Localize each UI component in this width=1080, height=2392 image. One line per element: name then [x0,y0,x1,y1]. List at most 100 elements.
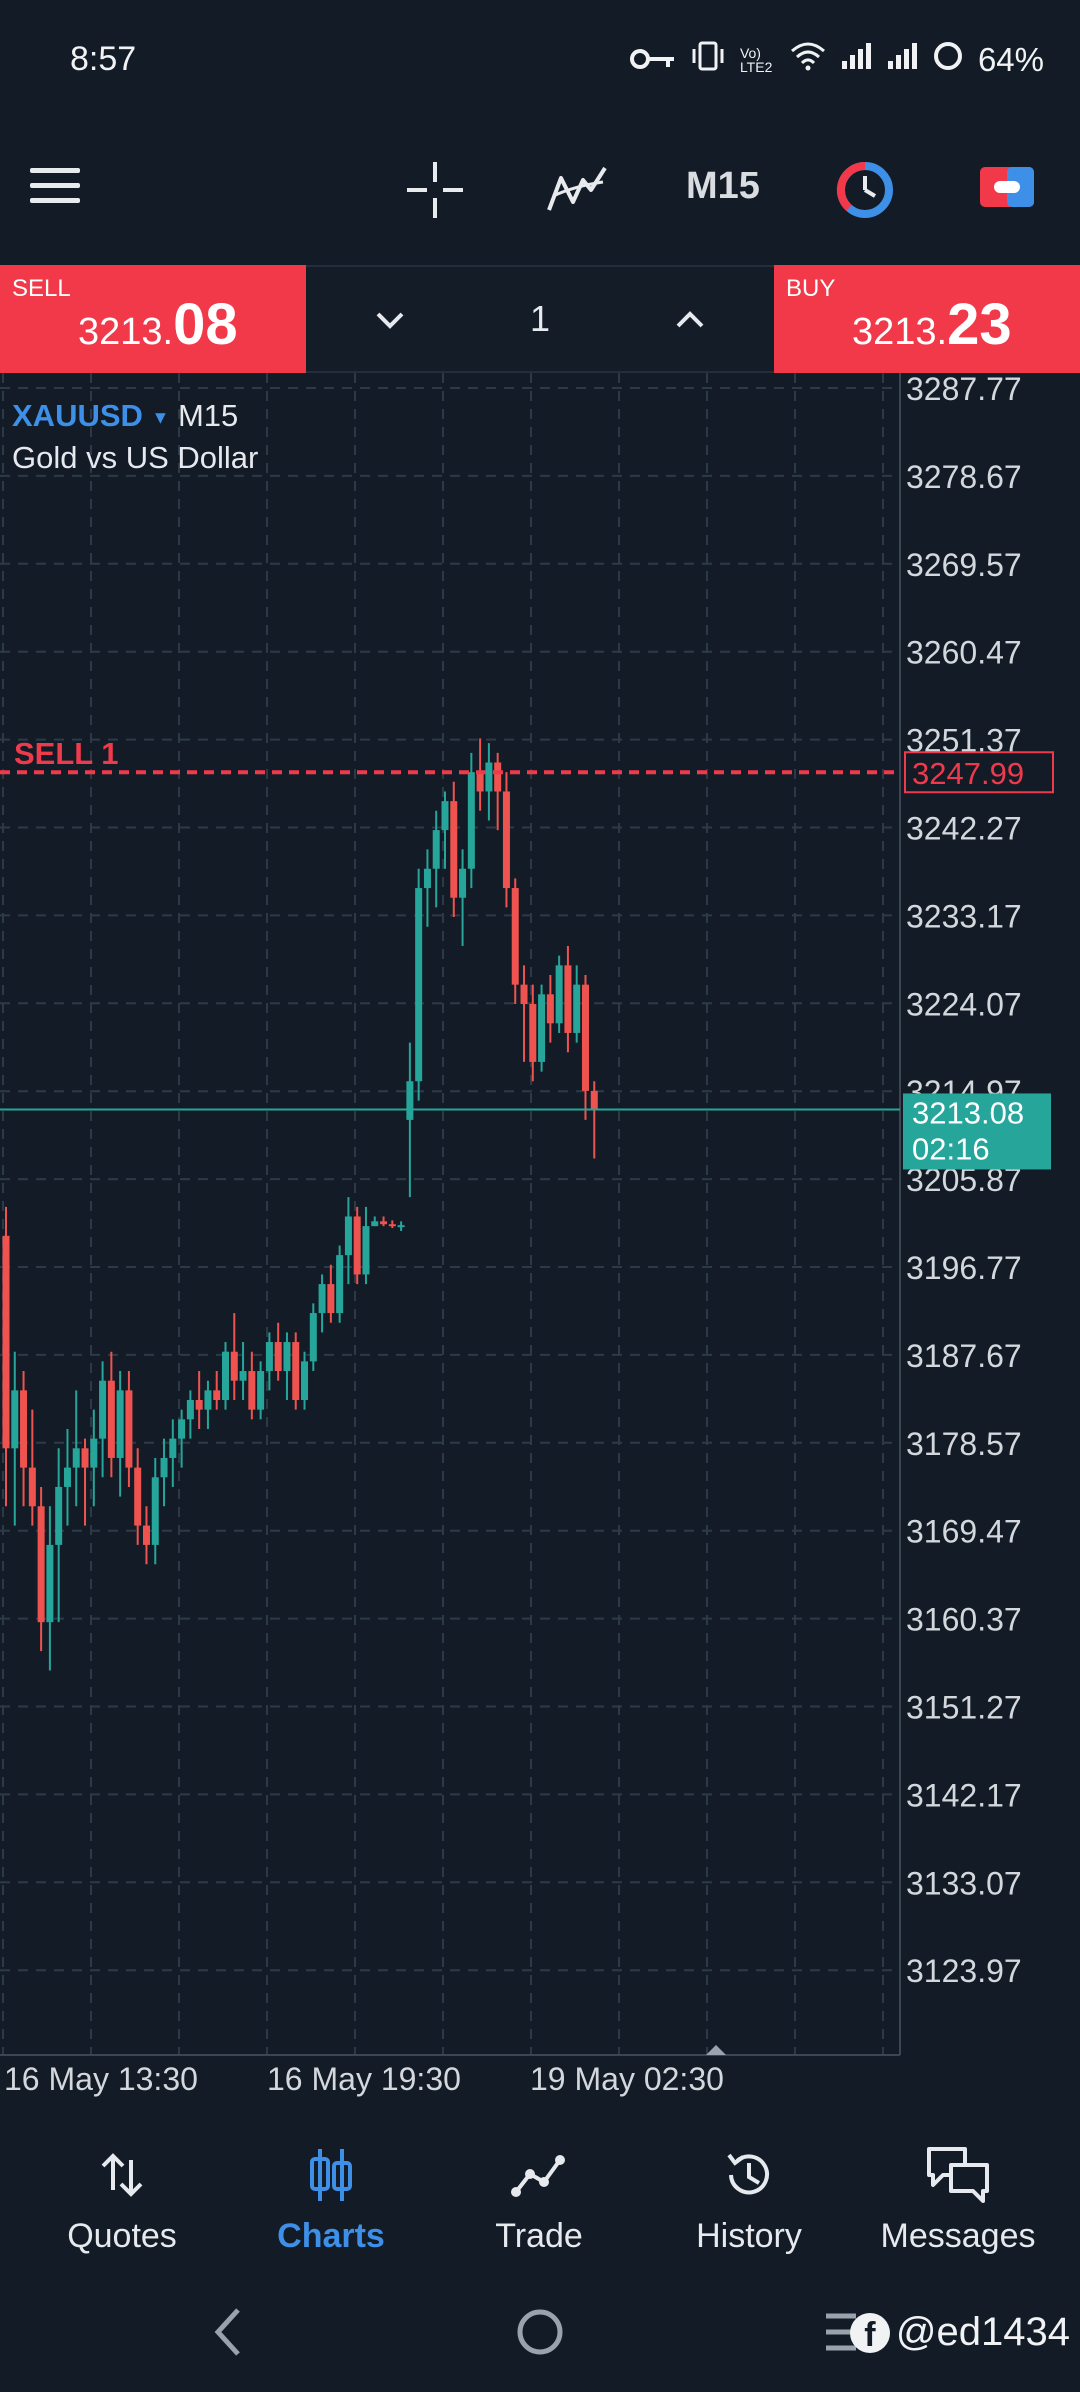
candle-body [511,888,519,985]
symbol-label[interactable]: XAUUSD ▼ M15 [12,398,238,434]
price-chart[interactable]: 3287.77 3278.67 3269.57 3260.47 3251.37 3242.… [0,373,1080,2100]
buy-button[interactable]: BUY 3213.23 [774,265,1080,373]
order-price-box [904,751,1054,794]
candle-body [204,1390,212,1410]
time-tick-label: 16 May 13:30 [4,2061,198,2097]
candle-body [581,984,589,1091]
candle-body [415,888,423,1082]
candle-body [494,762,502,792]
sell-order-line-label: SELL 1 [14,736,119,771]
price-tick-label: 3196.77 [906,1250,1022,1286]
buy-price: 3213.23 [852,292,1012,357]
price-tick-label: 3260.47 [906,635,1022,671]
candle-body [186,1400,194,1420]
candle-body [459,868,467,898]
symbol-name[interactable]: XAUUSD [12,398,143,433]
symbol-timeframe: M15 [177,398,239,433]
home-icon [517,2309,563,2355]
symbol-dropdown-icon[interactable]: ▼ [151,407,170,428]
candle-body [292,1342,300,1401]
history-icon [649,2145,849,2205]
candle-body [371,1221,379,1227]
price-tick-label: 3233.17 [906,898,1022,934]
wifi-icon [790,41,826,79]
candle-body [46,1544,54,1623]
candle-body [476,772,484,792]
candle-body [195,1400,203,1410]
nav-quotes[interactable]: Quotes [22,2145,222,2256]
candle-body [2,1235,10,1449]
nav-charts-label: Charts [277,2217,385,2255]
nav-history-label: History [696,2217,802,2255]
price-tick-label: 3151.27 [906,1690,1022,1726]
nav-messages[interactable]: Messages [858,2145,1058,2256]
order-price-label: 3247.99 [912,756,1024,791]
crosshair-icon[interactable] [405,160,465,220]
timeframe-button[interactable]: M15 [686,165,760,207]
chart-canvas[interactable]: 3287.773278.673269.573260.473251.373242.… [0,373,1080,2100]
price-tick-label: 3133.07 [906,1865,1022,1901]
trend-icon [439,2145,639,2205]
candle-body [555,965,563,1024]
candle-body [283,1342,291,1372]
candle-body [485,762,493,792]
key-icon [628,41,676,79]
candle-body [116,1390,124,1458]
chart-toolbar [0,130,1080,265]
candle-body [134,1467,142,1526]
candle-body [520,984,528,1004]
candle-body [441,801,449,831]
volume-decrease-chevron-down-icon[interactable] [370,300,410,340]
signal-icon [840,41,872,79]
candle-body [99,1380,107,1439]
candle-body [327,1284,335,1314]
candle-body [388,1224,396,1227]
vibrate-icon [690,41,726,79]
nav-trade[interactable]: Trade [439,2145,639,2256]
back-icon [214,2308,240,2356]
price-tick-label: 3169.47 [906,1514,1022,1550]
price-tick-label: 3242.27 [906,811,1022,847]
facebook-logo-icon: f [849,2312,890,2354]
time-tick-label: 19 May 02:30 [530,2061,724,2097]
symbol-description: Gold vs US Dollar [12,440,259,475]
candle-body [213,1390,221,1401]
candle-body [160,1457,168,1478]
nav-messages-label: Messages [880,2217,1036,2255]
volume-increase-chevron-up-icon[interactable] [670,300,710,340]
candle-body [344,1216,352,1256]
candle-body [239,1371,247,1381]
sell-button[interactable]: SELL 3213.08 [0,265,306,373]
price-tick-label: 3187.67 [906,1338,1022,1374]
candle-body [380,1221,388,1225]
candle-body [63,1467,71,1487]
candle-body [178,1419,186,1439]
indicators-icon[interactable] [545,160,610,220]
candle-body [107,1380,115,1458]
signal-icon-2 [886,41,918,79]
chart-end-marker-icon [706,2045,726,2055]
candle-body [318,1284,326,1314]
candle-body [362,1226,370,1275]
candle-body [432,830,440,869]
nav-charts[interactable]: Charts [231,2145,431,2256]
watermark: f @ed1434 [849,2310,1070,2355]
candle-body [573,984,581,1033]
volume-value[interactable]: 1 [529,298,551,339]
candle-body [169,1438,177,1458]
trade-session-icon[interactable] [835,160,895,220]
candle-body [423,868,431,889]
candle-body [248,1371,256,1410]
battery-percent: 64% [977,41,1044,78]
candle-body [336,1255,344,1314]
candle-body [72,1448,80,1468]
candle-body [502,791,510,889]
one-click-trading-icon[interactable] [978,165,1036,209]
nav-trade-label: Trade [495,2217,583,2255]
menu-icon[interactable] [30,168,80,208]
nav-history[interactable]: History [649,2145,849,2256]
candles-icon [231,2145,431,2205]
candle-body [529,1003,537,1062]
candle-body [353,1216,361,1275]
candle-body [301,1361,309,1401]
